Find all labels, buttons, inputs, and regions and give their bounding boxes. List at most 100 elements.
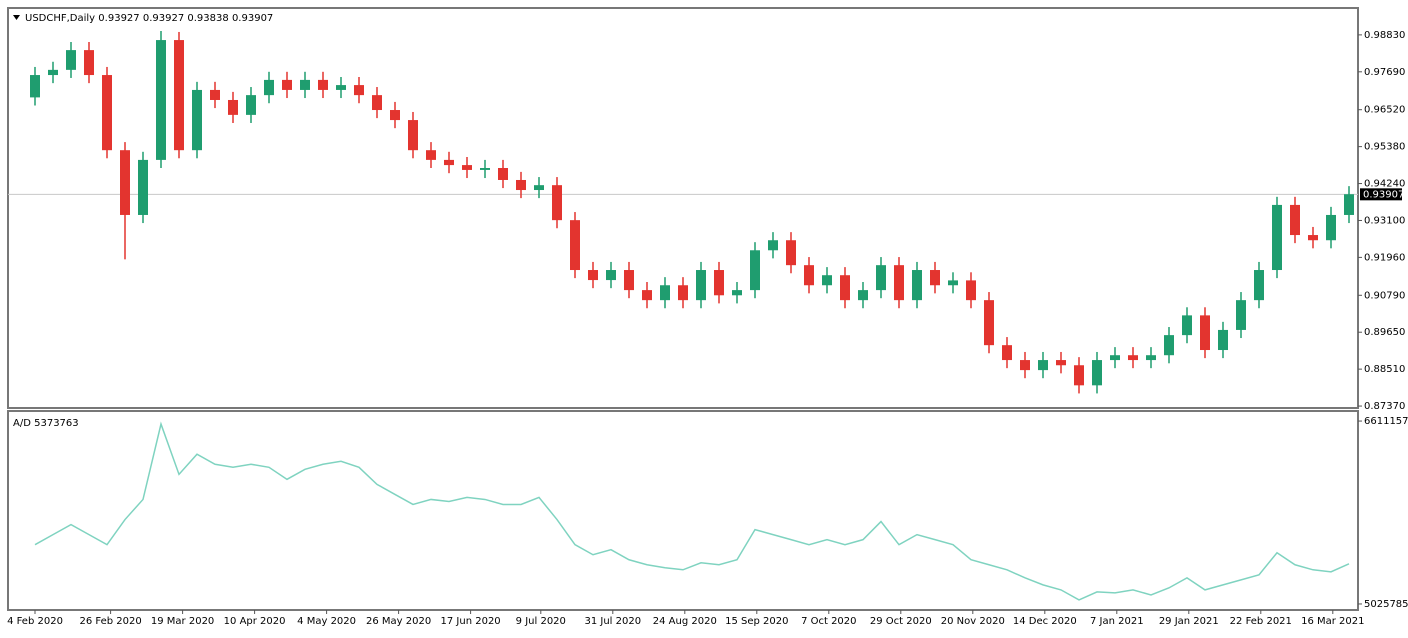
x-tick-label: 26 May 2020 xyxy=(366,616,431,627)
candle-body xyxy=(1182,315,1192,336)
candle-body xyxy=(624,270,634,291)
menu-arrow[interactable] xyxy=(13,15,20,20)
candle-body xyxy=(966,280,976,301)
y-tick-label: 0.87370 xyxy=(1364,401,1405,412)
open-value: 0.93927 xyxy=(98,13,139,24)
candle-body xyxy=(1254,270,1264,301)
candle-body xyxy=(642,290,652,301)
x-tick-label: 22 Feb 2021 xyxy=(1230,616,1292,627)
x-tick-label: 4 May 2020 xyxy=(297,616,356,627)
candle-body xyxy=(444,159,454,166)
candle-body xyxy=(156,40,166,160)
x-tick-label: 24 Aug 2020 xyxy=(653,616,717,627)
indicator-panel xyxy=(7,410,1359,611)
candle-body xyxy=(570,220,580,271)
candle-body xyxy=(588,270,598,281)
x-tick-label: 10 Apr 2020 xyxy=(224,616,286,627)
x-tick-label: 20 Nov 2020 xyxy=(941,616,1005,627)
close-value: 0.93907 xyxy=(232,13,273,24)
candle-body xyxy=(1200,315,1210,351)
x-tick-label: 16 Mar 2021 xyxy=(1301,616,1364,627)
current-price-label: 0.93907 xyxy=(1363,189,1404,200)
symbol: USDCHF,Daily xyxy=(25,13,95,24)
candle-body xyxy=(1236,300,1246,330)
y-tick-label: 0.93100 xyxy=(1364,215,1405,226)
y-tick-label: 5025785 xyxy=(1364,599,1408,610)
candle-body xyxy=(1272,204,1282,271)
candle-body xyxy=(930,270,940,286)
candle-body xyxy=(318,79,328,90)
indicator-header: A/D 5373763 xyxy=(13,418,79,429)
candle-body xyxy=(1074,365,1084,386)
y-tick-label: 0.94240 xyxy=(1364,179,1405,190)
candle-body xyxy=(678,285,688,301)
candle-body xyxy=(228,99,238,115)
candle-body xyxy=(1344,194,1354,215)
y-tick-label: 0.91960 xyxy=(1364,252,1405,263)
x-tick-label: 29 Oct 2020 xyxy=(870,616,932,627)
symbol-header: USDCHF,Daily 0.93927 0.93927 0.93838 0.9… xyxy=(25,13,273,24)
x-tick-label: 14 Dec 2020 xyxy=(1013,616,1077,627)
y-tick-label: 0.89650 xyxy=(1364,327,1405,338)
candle-body xyxy=(876,265,886,291)
x-tick-label: 15 Sep 2020 xyxy=(725,616,788,627)
y-tick-label: 0.98830 xyxy=(1364,30,1405,41)
candle-body xyxy=(1218,329,1228,351)
x-tick-label: 29 Jan 2021 xyxy=(1159,616,1219,627)
candle-body xyxy=(1290,204,1300,236)
candle-body xyxy=(426,150,436,160)
candle-body xyxy=(84,50,94,76)
candle-body xyxy=(1146,355,1156,361)
x-tick-label: 19 Mar 2020 xyxy=(151,616,214,627)
candle-body xyxy=(912,270,922,301)
candle-body xyxy=(1308,235,1318,241)
y-tick-label: 0.97690 xyxy=(1364,67,1405,78)
indicator-name: A/D xyxy=(13,418,31,429)
candle-body xyxy=(1038,360,1048,371)
y-tick-label: 0.90790 xyxy=(1364,290,1405,301)
candle-body xyxy=(174,40,184,151)
x-tick-label: 4 Feb 2020 xyxy=(7,616,63,627)
candle-body xyxy=(894,265,904,301)
indicator-value: 5373763 xyxy=(34,418,79,429)
candle-body xyxy=(336,85,346,90)
ad-line xyxy=(34,421,1350,601)
price-panel xyxy=(7,7,1359,409)
candle-body xyxy=(462,165,472,170)
candle-body xyxy=(696,270,706,301)
y-tick-label: 6611157 xyxy=(1364,416,1408,427)
candle-body xyxy=(408,120,418,151)
y-tick-label: 0.88510 xyxy=(1364,364,1405,375)
candle-body xyxy=(246,95,256,115)
candle-body xyxy=(840,275,850,301)
y-tick-label: 0.95380 xyxy=(1364,142,1405,153)
candle-body xyxy=(732,290,742,296)
candle-body xyxy=(48,69,58,76)
candle-body xyxy=(516,179,526,191)
candle-body xyxy=(354,85,364,96)
candle-body xyxy=(948,280,958,286)
candle-body xyxy=(606,270,616,281)
candle-body xyxy=(1110,355,1120,361)
x-tick-label: 31 Jul 2020 xyxy=(584,616,641,627)
candle-body xyxy=(210,89,220,100)
candle-body xyxy=(1020,360,1030,371)
high-value: 0.93927 xyxy=(143,13,184,24)
current-price-box xyxy=(1360,188,1402,201)
x-tick-label: 9 Jul 2020 xyxy=(516,616,566,627)
candle-body xyxy=(264,79,274,96)
candle-body xyxy=(750,250,760,291)
candle-body xyxy=(660,285,670,301)
candle-body xyxy=(822,275,832,286)
candle-body xyxy=(858,290,868,301)
y-tick-label: 0.96520 xyxy=(1364,105,1405,116)
candle-body xyxy=(300,79,310,90)
x-tick-label: 17 Jun 2020 xyxy=(441,616,501,627)
candle-body xyxy=(1092,360,1102,386)
candle-body xyxy=(786,240,796,266)
candle-body xyxy=(138,159,148,215)
candle-body xyxy=(192,89,202,151)
candle-body xyxy=(480,168,490,170)
candle-body xyxy=(102,75,112,151)
